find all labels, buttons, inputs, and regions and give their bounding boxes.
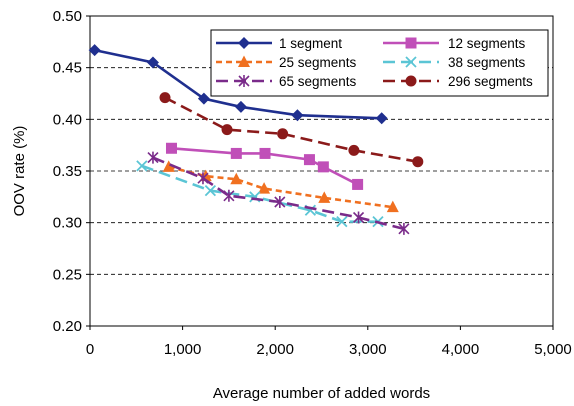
data-point (277, 128, 289, 140)
data-point (336, 215, 348, 228)
series-line (94, 48, 382, 120)
legend-label: 38 segments (448, 55, 526, 70)
legend-entry: 38 segments (383, 55, 526, 70)
legend-entry: 296 segments (383, 74, 533, 89)
data-point (136, 160, 148, 172)
series-line (164, 96, 419, 163)
series-38-segments (136, 160, 384, 228)
y-axis-title: OOV rate (%) (11, 126, 28, 217)
series-layer (88, 44, 424, 235)
series-1-segment (88, 44, 388, 125)
data-point (204, 184, 217, 197)
y-tick-label: 0.35 (53, 163, 82, 180)
series-296-segments (159, 92, 424, 168)
x-tick-label: 0 (86, 341, 94, 358)
y-tick-label: 0.30 (53, 215, 82, 232)
x-tick-label: 4,000 (442, 341, 480, 358)
x-tick-label: 5,000 (534, 341, 572, 358)
y-axis: 0.20 0.25 0.30 0.35 0.40 0.45 0.50 (53, 8, 90, 335)
data-point (398, 222, 410, 235)
y-tick-label: 0.45 (53, 60, 82, 77)
data-point (348, 144, 360, 156)
legend-entry: 25 segments (216, 55, 357, 70)
series-65-segments (147, 151, 410, 235)
y-tick-label: 0.50 (53, 8, 82, 25)
data-point (412, 156, 424, 168)
data-point (274, 196, 286, 208)
data-point (197, 92, 210, 105)
data-point (375, 112, 388, 125)
x-axis-title: Average number of added words (213, 385, 430, 402)
data-point (258, 182, 271, 194)
data-point (303, 154, 315, 166)
series-line (171, 146, 359, 186)
x-tick-label: 3,000 (349, 341, 387, 358)
legend-entry: 65 segments (216, 74, 357, 89)
legend-label: 12 segments (448, 36, 526, 51)
data-point (234, 100, 247, 113)
series-line (141, 164, 378, 223)
legend-label: 296 segments (448, 74, 533, 89)
data-point (230, 147, 242, 159)
data-point (162, 160, 175, 172)
legend-label: 65 segments (279, 74, 357, 89)
data-point (230, 172, 243, 185)
data-point (147, 151, 159, 164)
data-point (221, 124, 233, 136)
data-point (352, 178, 364, 190)
x-tick-label: 1,000 (164, 341, 202, 358)
data-point (159, 92, 171, 104)
data-point (88, 44, 101, 57)
x-axis: 0 1,000 2,000 3,000 4,000 5,000 (86, 326, 572, 358)
data-point (352, 211, 365, 224)
series-12-segments (165, 142, 364, 190)
y-tick-label: 0.40 (53, 111, 82, 128)
legend-entry: 1 segment (216, 36, 342, 51)
legend-marker (238, 75, 250, 87)
data-point (165, 142, 177, 154)
data-point (259, 147, 271, 159)
data-point (318, 191, 331, 203)
data-point (291, 109, 304, 122)
y-tick-label: 0.20 (53, 318, 82, 335)
legend-marker (238, 37, 250, 49)
legend-marker (405, 56, 417, 68)
series-line (152, 156, 405, 231)
data-point (317, 161, 329, 173)
data-point (197, 172, 209, 185)
legend-marker (405, 37, 417, 49)
data-point (146, 56, 159, 69)
legend-label: 1 segment (279, 36, 342, 51)
x-tick-label: 2,000 (256, 341, 294, 358)
legend: 1 segment 12 segments 25 segments 38 segmen… (210, 29, 549, 97)
legend-entry: 12 segments (383, 36, 526, 51)
data-point (223, 189, 235, 202)
legend-marker (238, 55, 250, 67)
y-tick-label: 0.25 (53, 266, 82, 283)
legend-label: 25 segments (279, 55, 357, 70)
legend-marker (405, 75, 417, 87)
data-point (386, 200, 399, 213)
